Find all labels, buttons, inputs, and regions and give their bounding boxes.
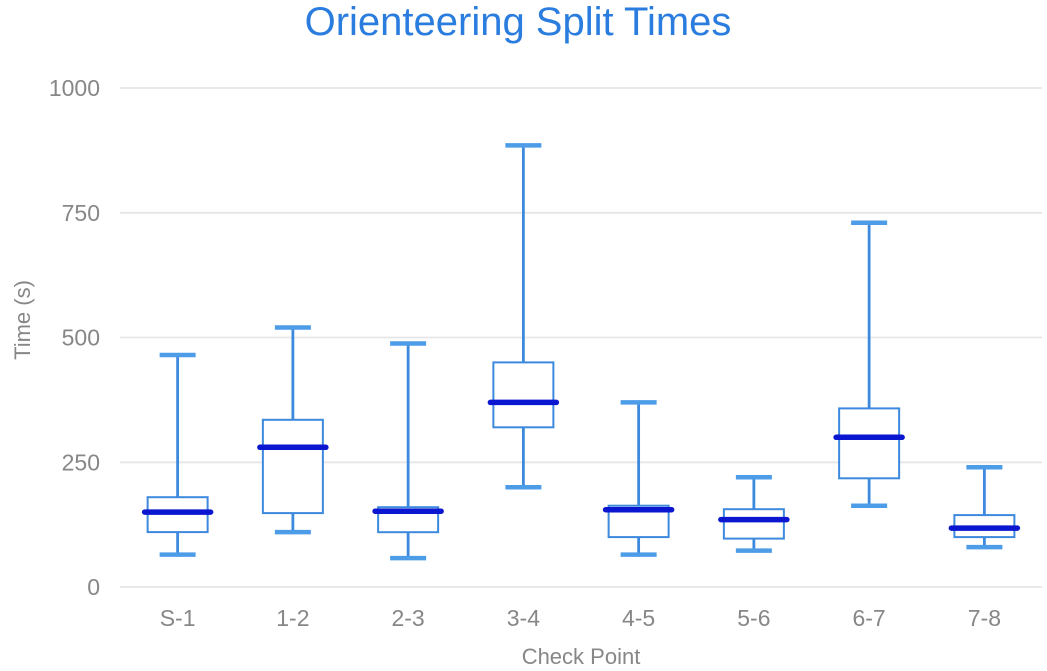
box-3-4	[487, 143, 560, 490]
box-S-1	[141, 352, 214, 557]
x-axis-title: Check Point	[522, 644, 641, 669]
x-tick-label: 3-4	[507, 605, 540, 631]
box-6-7	[833, 220, 905, 508]
y-axis-title: Time (s)	[10, 280, 35, 360]
y-tick-label: 750	[62, 200, 100, 226]
chart-title: Orienteering Split Times	[304, 0, 732, 44]
x-tick-label: 1-2	[276, 605, 309, 631]
iqr-box	[492, 361, 555, 429]
y-tick-label: 250	[62, 449, 100, 475]
x-tick-label: 2-3	[391, 605, 424, 631]
x-axis-tick-labels: S-1 1-2 2-3 3-4 4-5 5-6 6-7 7-8	[160, 605, 1001, 631]
x-tick-label: 7-8	[968, 605, 1001, 631]
iqr-box	[838, 407, 901, 480]
iqr-box	[261, 418, 324, 515]
x-tick-label: S-1	[160, 605, 196, 631]
box-series	[141, 143, 1021, 561]
y-tick-label: 0	[87, 574, 100, 600]
box-5-6	[718, 474, 790, 553]
box-4-5	[602, 400, 675, 557]
y-tick-label: 500	[62, 325, 100, 351]
x-tick-label: 6-7	[852, 605, 885, 631]
box-2-3	[372, 341, 444, 561]
gridlines	[120, 87, 1042, 588]
y-tick-label: 1000	[49, 75, 100, 101]
box-1-2	[257, 325, 329, 535]
y-axis-tick-labels: 0 250 500 750 1000	[49, 75, 100, 600]
x-tick-label: 4-5	[622, 605, 655, 631]
iqr-box	[722, 508, 785, 540]
box-7-8	[948, 464, 1021, 550]
x-tick-label: 5-6	[737, 605, 770, 631]
